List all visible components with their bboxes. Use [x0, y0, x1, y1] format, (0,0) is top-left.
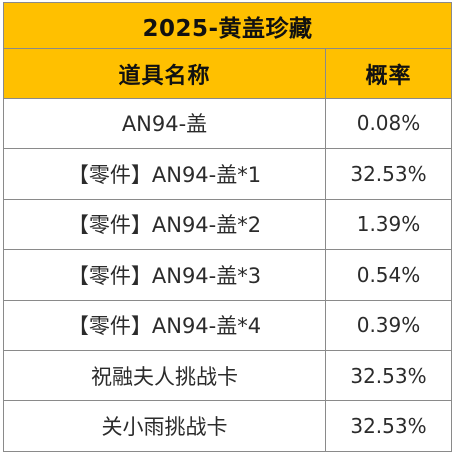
table-title: 2025-黄盖珍藏 — [3, 1, 452, 50]
table-row: 祝融夫人挑战卡 32.53% — [3, 350, 452, 402]
table-row: 【零件】AN94-盖*3 0.54% — [3, 249, 452, 301]
probability-table: 2025-黄盖珍藏 道具名称 概率 AN94-盖 0.08% 【零件】AN94-… — [3, 1, 452, 452]
probability-cell: 0.54% — [325, 249, 452, 301]
item-name-cell: AN94-盖 — [3, 97, 326, 150]
table-row: 【零件】AN94-盖*4 0.39% — [3, 299, 452, 352]
item-name-cell: 【零件】AN94-盖*1 — [3, 148, 326, 200]
probability-cell: 0.39% — [325, 299, 452, 352]
probability-cell: 32.53% — [325, 148, 452, 200]
column-header-probability: 概率 — [325, 48, 452, 99]
probability-cell: 1.39% — [325, 198, 452, 251]
table-row: AN94-盖 0.08% — [3, 97, 452, 150]
table-row: 【零件】AN94-盖*2 1.39% — [3, 198, 452, 251]
item-name-cell: 【零件】AN94-盖*4 — [3, 299, 326, 352]
header-row: 道具名称 概率 — [3, 48, 452, 99]
item-name-cell: 祝融夫人挑战卡 — [3, 350, 326, 402]
probability-cell: 0.08% — [325, 97, 452, 150]
item-name-cell: 关小雨挑战卡 — [3, 400, 326, 452]
title-row: 2025-黄盖珍藏 — [3, 1, 452, 50]
table-row: 关小雨挑战卡 32.53% — [3, 400, 452, 452]
item-name-cell: 【零件】AN94-盖*2 — [3, 198, 326, 251]
column-header-item-name: 道具名称 — [3, 48, 326, 99]
table-row: 【零件】AN94-盖*1 32.53% — [3, 148, 452, 200]
probability-cell: 32.53% — [325, 350, 452, 402]
item-name-cell: 【零件】AN94-盖*3 — [3, 249, 326, 301]
probability-cell: 32.53% — [325, 400, 452, 452]
